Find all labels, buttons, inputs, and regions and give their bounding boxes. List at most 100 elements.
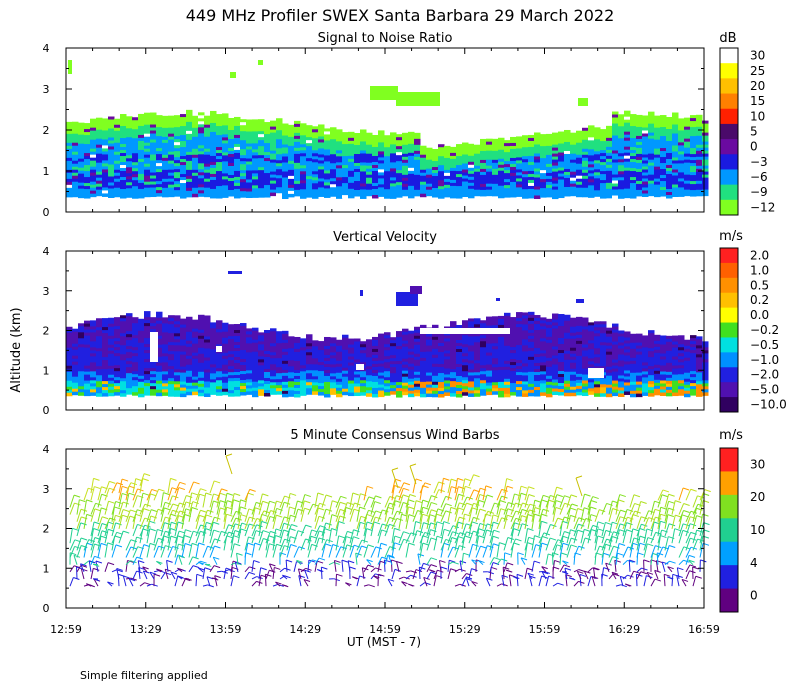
velocity-cell — [576, 361, 583, 366]
snr-cell — [528, 164, 535, 169]
snr-cell — [684, 171, 691, 176]
snr-cell — [588, 170, 595, 174]
velocity-cell — [192, 343, 199, 348]
velocity-cell — [258, 356, 265, 360]
snr-cell — [576, 169, 583, 174]
velocity-cell — [552, 364, 559, 369]
snr-cell — [240, 164, 247, 168]
snr-cell — [516, 184, 523, 188]
velocity-cell — [600, 387, 607, 391]
snr-cell — [66, 190, 73, 195]
snr-cell — [300, 144, 307, 148]
velocity-cell — [354, 392, 361, 397]
snr-cell — [300, 180, 307, 184]
snr-cell — [150, 145, 157, 150]
snr-cell — [102, 193, 109, 197]
velocity-cell — [486, 349, 493, 354]
velocity-cell — [96, 378, 103, 382]
velocity-cell — [468, 318, 475, 322]
snr-cell — [108, 185, 115, 189]
snr-cell — [552, 165, 559, 170]
snr-cell — [642, 121, 649, 125]
velocity-cell — [522, 378, 529, 382]
velocity-cell — [144, 368, 151, 372]
velocity-cell — [384, 332, 391, 336]
snr-cell — [132, 168, 139, 172]
snr-cell — [150, 115, 157, 120]
velocity-cell — [564, 317, 571, 322]
snr-cell — [450, 176, 457, 181]
snr-cell — [162, 184, 169, 189]
snr-cell — [444, 157, 451, 162]
velocity-cell — [156, 320, 163, 325]
snr-cell — [690, 145, 697, 149]
velocity-cell — [516, 336, 523, 340]
snr-cell — [330, 190, 337, 194]
velocity-cell — [408, 330, 415, 335]
snr-cell — [624, 176, 631, 181]
velocity-cell — [546, 324, 553, 329]
velocity-cell — [210, 349, 217, 353]
snr-cell — [168, 190, 175, 195]
snr-cell — [372, 191, 379, 196]
velocity-cell — [210, 391, 217, 395]
snr-cell — [354, 157, 361, 161]
snr-cell — [126, 188, 133, 192]
snr-cell — [162, 130, 169, 135]
velocity-cell — [156, 377, 163, 382]
velocity-cell — [282, 390, 289, 395]
velocity-cell — [468, 354, 475, 358]
velocity-cell — [90, 380, 97, 384]
snr-cell — [150, 133, 157, 138]
snr-cell — [588, 155, 595, 159]
velocity-cell — [570, 392, 577, 397]
snr-cell — [72, 172, 79, 177]
velocity-cell — [132, 329, 139, 333]
velocity-cell — [516, 378, 523, 382]
snr-cell — [312, 189, 319, 193]
snr-cell — [552, 147, 559, 152]
snr-cell — [408, 146, 415, 151]
snr-cell — [84, 168, 91, 172]
snr-cell — [498, 164, 505, 169]
velocity-cell — [216, 377, 223, 381]
snr-cell — [162, 154, 169, 159]
snr-cell — [624, 182, 631, 187]
velocity-cell — [486, 355, 493, 360]
snr-cell — [360, 177, 367, 181]
velocity-cell — [594, 357, 601, 361]
snr-cell — [312, 129, 319, 133]
snr-cell — [240, 167, 247, 171]
snr-cell — [702, 129, 709, 134]
velocity-cell — [354, 353, 361, 358]
velocity-cell — [588, 364, 595, 368]
snr-cell — [258, 158, 265, 162]
velocity-cell — [348, 341, 355, 346]
snr-cell — [198, 163, 205, 167]
velocity-cell — [132, 353, 139, 357]
velocity-cell — [228, 393, 235, 397]
snr-cell — [102, 172, 109, 176]
snr-cell — [354, 151, 361, 155]
velocity-cell — [672, 359, 679, 364]
snr-cell — [258, 194, 265, 198]
snr-cell — [672, 148, 679, 153]
snr-cell — [204, 151, 211, 156]
velocity-cell — [234, 357, 241, 361]
snr-cell — [330, 148, 337, 152]
velocity-cell — [366, 348, 373, 352]
velocity-cell — [312, 346, 319, 350]
snr-cell — [174, 148, 181, 152]
velocity-cell — [66, 374, 73, 379]
snr-cell — [180, 120, 187, 124]
snr-cell — [516, 136, 523, 140]
velocity-cell — [492, 364, 499, 368]
velocity-cell — [492, 325, 499, 329]
velocity-cell — [636, 393, 643, 398]
snr-cell — [192, 157, 199, 162]
snr-cell — [444, 160, 451, 165]
snr-cell — [96, 138, 103, 143]
snr-cell — [546, 160, 553, 165]
snr-cell — [390, 135, 397, 139]
velocity-cell — [66, 362, 73, 367]
